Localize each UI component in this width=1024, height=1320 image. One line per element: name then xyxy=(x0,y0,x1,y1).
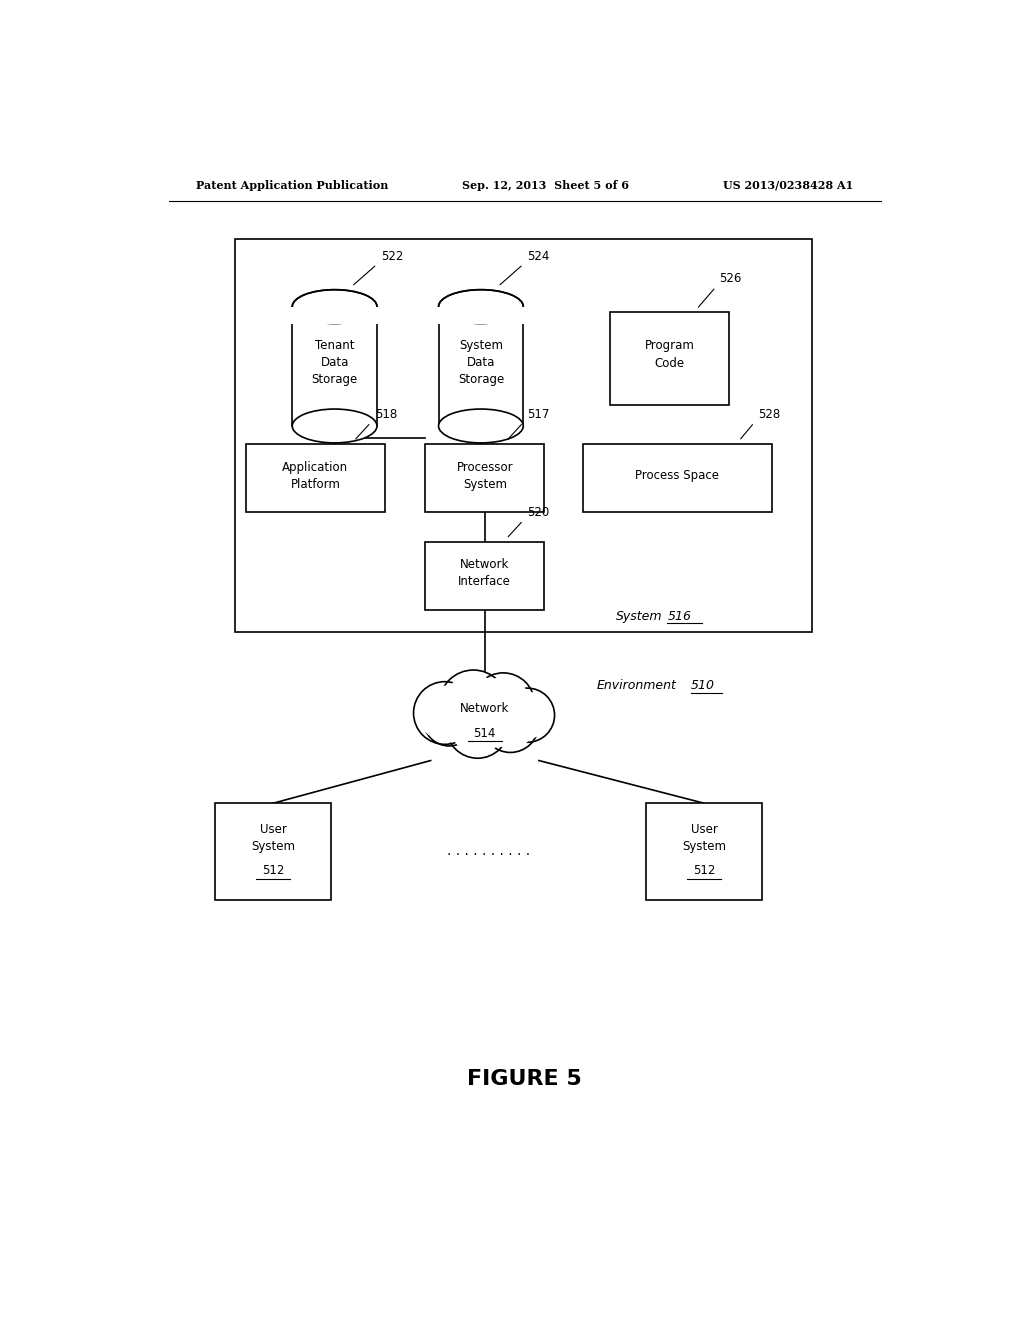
Text: 512: 512 xyxy=(262,865,285,878)
Text: . . . . . . . . . .: . . . . . . . . . . xyxy=(447,845,530,858)
Text: Patent Application Publication: Patent Application Publication xyxy=(196,180,388,191)
Circle shape xyxy=(472,673,535,735)
Text: Processor
System: Processor System xyxy=(457,461,513,491)
Circle shape xyxy=(482,696,539,752)
Bar xyxy=(425,444,545,512)
Bar xyxy=(583,444,772,512)
Circle shape xyxy=(424,694,475,746)
Bar xyxy=(437,306,524,325)
Text: System: System xyxy=(615,610,663,623)
Text: 522: 522 xyxy=(381,249,403,263)
Circle shape xyxy=(427,698,471,743)
Circle shape xyxy=(501,688,555,742)
Ellipse shape xyxy=(292,289,377,323)
Text: Sep. 12, 2013  Sheet 5 of 6: Sep. 12, 2013 Sheet 5 of 6 xyxy=(462,180,629,191)
Circle shape xyxy=(485,700,536,748)
Ellipse shape xyxy=(438,289,523,323)
Bar xyxy=(438,306,523,426)
Bar xyxy=(234,239,812,632)
Bar xyxy=(610,313,729,405)
Text: US 2013/0238428 A1: US 2013/0238428 A1 xyxy=(724,180,854,191)
Text: 528: 528 xyxy=(758,408,780,421)
Text: Network: Network xyxy=(460,702,510,715)
Circle shape xyxy=(418,685,472,741)
Text: Network
Interface: Network Interface xyxy=(459,558,511,589)
Text: System
Data
Storage: System Data Storage xyxy=(458,339,504,385)
Circle shape xyxy=(443,675,503,734)
Text: FIGURE 5: FIGURE 5 xyxy=(467,1069,583,1089)
Text: 517: 517 xyxy=(527,408,550,421)
Circle shape xyxy=(451,700,505,754)
Text: 516: 516 xyxy=(668,610,691,623)
Bar xyxy=(646,804,762,899)
Text: 526: 526 xyxy=(720,272,742,285)
Text: Process Space: Process Space xyxy=(635,469,719,482)
Text: 520: 520 xyxy=(527,506,549,519)
Bar xyxy=(425,543,545,610)
Text: Environment: Environment xyxy=(596,680,676,693)
Bar xyxy=(215,804,331,899)
Circle shape xyxy=(439,671,508,738)
Bar xyxy=(291,306,379,325)
Circle shape xyxy=(476,677,530,731)
Ellipse shape xyxy=(292,409,377,444)
Text: Program
Code: Program Code xyxy=(645,339,694,370)
Text: 518: 518 xyxy=(375,408,397,421)
Circle shape xyxy=(504,692,551,739)
Text: 510: 510 xyxy=(691,680,715,693)
Text: User
System: User System xyxy=(682,822,726,853)
Text: 524: 524 xyxy=(527,249,550,263)
Ellipse shape xyxy=(438,409,523,444)
Text: Tenant
Data
Storage: Tenant Data Storage xyxy=(311,339,357,385)
Circle shape xyxy=(446,696,509,758)
Text: 514: 514 xyxy=(473,727,496,741)
Circle shape xyxy=(414,681,476,744)
Text: 512: 512 xyxy=(693,865,716,878)
Text: Application
Platform: Application Platform xyxy=(283,461,348,491)
Text: User
System: User System xyxy=(251,822,295,853)
Bar xyxy=(246,444,385,512)
Bar xyxy=(292,306,377,426)
